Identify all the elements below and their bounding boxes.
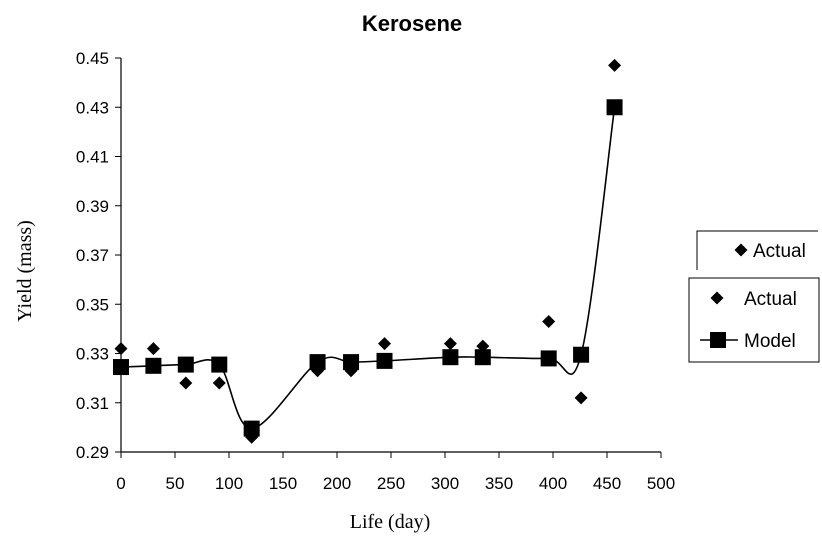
actual-point xyxy=(378,337,392,351)
x-tick-label: 0 xyxy=(116,474,125,493)
chart-title: Kerosene xyxy=(362,11,462,36)
x-tick-label: 250 xyxy=(377,474,405,493)
model-point xyxy=(606,99,623,116)
legend-top-diamond-marker xyxy=(734,243,748,257)
legend-model-label: Model xyxy=(744,331,796,352)
model-point xyxy=(145,357,162,374)
actual-point xyxy=(542,314,556,328)
y-tick-label: 0.43 xyxy=(76,98,109,117)
x-tick-label: 50 xyxy=(166,474,185,493)
model-point xyxy=(243,420,260,437)
model-point xyxy=(474,349,491,366)
x-tick-label: 450 xyxy=(593,474,621,493)
x-tick-label: 200 xyxy=(323,474,351,493)
actual-point xyxy=(179,376,193,390)
legend-top-label: Actual xyxy=(753,241,806,262)
actual-point xyxy=(608,58,622,72)
x-axis-label: Life (day) xyxy=(350,511,431,533)
actual-point xyxy=(146,342,160,356)
model-point xyxy=(177,356,194,373)
y-tick-label: 0.37 xyxy=(76,246,109,265)
plot-area: 0.29 0.31 0.33 0.35 0.37 0.39 0.41 0.43 0.45 0 50 1… xyxy=(76,49,675,493)
model-point xyxy=(309,354,326,371)
model-point xyxy=(540,350,557,367)
y-tick-label: 0.45 xyxy=(76,49,109,68)
x-tick-label: 350 xyxy=(485,474,513,493)
actual-point xyxy=(114,342,128,356)
model-point xyxy=(113,359,129,376)
model-line xyxy=(120,107,616,430)
model-point xyxy=(211,356,228,373)
actual-point xyxy=(574,391,588,405)
legend-actual-marker xyxy=(710,291,724,305)
x-tick-label: 500 xyxy=(647,474,675,493)
model-point xyxy=(573,346,590,363)
x-tick-label: 100 xyxy=(215,474,243,493)
y-tick-label: 0.39 xyxy=(76,197,109,216)
model-point xyxy=(343,354,360,371)
y-axis-label: Yield (mass) xyxy=(14,220,36,322)
legend: Actual Actual Model xyxy=(688,230,820,363)
model-point xyxy=(442,349,459,366)
legend-model-marker xyxy=(710,332,726,348)
actual-point xyxy=(443,337,457,351)
y-tick-label: 0.41 xyxy=(76,148,109,167)
model-point xyxy=(376,352,393,369)
legend-actual-label: Actual xyxy=(744,289,797,310)
actual-point xyxy=(212,376,226,390)
y-tick-label: 0.29 xyxy=(76,443,109,462)
y-tick-label: 0.31 xyxy=(76,394,109,413)
x-tick-label: 400 xyxy=(539,474,567,493)
legend-top-frame xyxy=(696,230,818,270)
x-tick-label: 300 xyxy=(431,474,459,493)
y-tick-label: 0.33 xyxy=(76,345,109,364)
y-tick-label: 0.35 xyxy=(76,295,109,314)
x-tick-label: 150 xyxy=(269,474,297,493)
